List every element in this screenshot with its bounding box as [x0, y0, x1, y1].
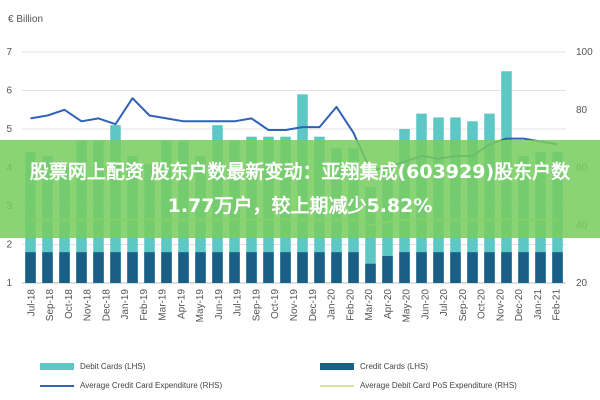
overlay-banner: 股票网上配资 股东户数最新变动：亚翔集成(603929)股东户数1.77万户，较… — [0, 140, 600, 238]
x-tick-label: Nov-20 — [495, 289, 506, 322]
x-tick-label: May-20 — [402, 289, 413, 323]
legend-label-debit-cards: Debit Cards (LHS) — [80, 362, 146, 371]
x-tick-label: Apr-20 — [383, 289, 394, 319]
x-tick-label: Sep-18 — [45, 289, 56, 322]
x-tick-label: Oct-19 — [270, 289, 281, 319]
x-tick-label: Dec-18 — [101, 289, 112, 322]
credit-bar — [484, 252, 495, 283]
x-tick-label: Nov-19 — [289, 289, 300, 322]
credit-bar — [467, 252, 478, 283]
credit-bar — [365, 263, 376, 283]
right-tick-label: 80 — [576, 105, 588, 116]
credit-bar — [382, 256, 393, 283]
legend: Debit Cards (LHS) Credit Cards (LHS) Ave… — [0, 355, 600, 400]
legend-label-credit-cards: Credit Cards (LHS) — [360, 362, 429, 371]
x-tick-label: Dec-20 — [514, 289, 525, 322]
right-tick-label: 100 — [576, 47, 593, 58]
x-tick-label: Jan-20 — [327, 289, 338, 320]
legend-label-avg-credit: Average Credit Card Expenditure (RHS) — [80, 381, 223, 390]
credit-bar — [144, 252, 155, 283]
credit-bar — [110, 252, 121, 283]
x-tick-label: Dec-19 — [308, 289, 319, 322]
left-tick-label: 7 — [6, 47, 12, 58]
credit-bar — [229, 252, 240, 283]
left-tick-label: 6 — [6, 86, 12, 97]
credit-bar — [501, 252, 512, 283]
legend-item-debit-cards: Debit Cards (LHS) — [40, 362, 145, 371]
credit-bar — [348, 252, 359, 283]
legend-line-avg-debit-pos — [320, 384, 354, 387]
x-tick-label: Jun-20 — [420, 289, 431, 320]
credit-bar — [127, 252, 138, 283]
legend-swatch-credit-cards — [320, 363, 354, 370]
legend-label-avg-debit-pos: Average Debit Card PoS Expenditure (RHS) — [360, 381, 517, 390]
credit-bar — [331, 252, 342, 283]
left-tick-label: 5 — [6, 124, 12, 135]
credit-bar — [535, 252, 546, 283]
credit-bar — [552, 252, 563, 283]
credit-bar — [76, 252, 87, 283]
legend-item-credit-cards: Credit Cards (LHS) — [320, 362, 428, 371]
credit-bar — [59, 252, 70, 283]
credit-bar — [25, 252, 36, 283]
credit-bar — [399, 252, 410, 283]
x-axis: Jul-18 Sep-18 Oct-18 Nov-18 Dec-18 Jan-19 Feb-… — [26, 289, 562, 323]
credit-bar — [450, 252, 461, 283]
credit-bar — [195, 252, 206, 283]
x-tick-label: Nov-18 — [83, 289, 94, 322]
x-tick-label: Mar-20 — [364, 289, 375, 321]
credit-bar — [212, 252, 223, 283]
credit-bar — [178, 252, 189, 283]
credit-bar — [161, 252, 172, 283]
x-tick-label: Feb-19 — [139, 289, 150, 321]
x-tick-label: Jan-19 — [120, 289, 131, 320]
right-tick-label: 20 — [576, 278, 588, 289]
credit-bar — [416, 252, 427, 283]
x-tick-label: Oct-20 — [477, 289, 488, 319]
x-tick-label: Jun-19 — [214, 289, 225, 320]
x-tick-label: Oct-18 — [64, 289, 75, 319]
credit-bar — [314, 252, 325, 283]
legend-swatch-debit-cards — [40, 363, 74, 370]
x-tick-label: Feb-20 — [345, 289, 356, 321]
credit-bar — [42, 252, 53, 283]
x-tick-label: Sep-19 — [252, 289, 263, 322]
credit-bar — [518, 252, 529, 283]
x-tick-label: Jul-20 — [439, 289, 450, 317]
x-tick-label: Jul-19 — [233, 289, 244, 317]
x-tick-label: May-19 — [195, 289, 206, 323]
credit-bar — [297, 252, 308, 283]
left-tick-label: 2 — [6, 240, 12, 251]
left-tick-label: 1 — [6, 278, 12, 289]
x-tick-label: Sep-20 — [458, 289, 469, 322]
credit-bar — [93, 252, 104, 283]
x-tick-label: Mar-19 — [158, 289, 169, 321]
credit-bar — [263, 252, 274, 283]
x-tick-label: Feb-21 — [552, 289, 563, 321]
legend-item-avg-debit-pos: Average Debit Card PoS Expenditure (RHS) — [320, 381, 517, 390]
x-tick-label: Jul-18 — [26, 289, 37, 317]
legend-line-avg-credit — [40, 384, 74, 387]
x-tick-label: Jan-21 — [533, 289, 544, 320]
x-tick-label: Apr-19 — [176, 289, 187, 319]
banner-headline: 股票网上配资 股东户数最新变动：亚翔集成(603929)股东户数1.77万户，较… — [29, 161, 571, 217]
legend-item-avg-credit: Average Credit Card Expenditure (RHS) — [40, 381, 222, 390]
credit-bar — [246, 252, 257, 283]
credit-bar — [280, 252, 291, 283]
left-axis-unit-label: € Billion — [8, 14, 43, 25]
credit-bar — [433, 252, 444, 283]
